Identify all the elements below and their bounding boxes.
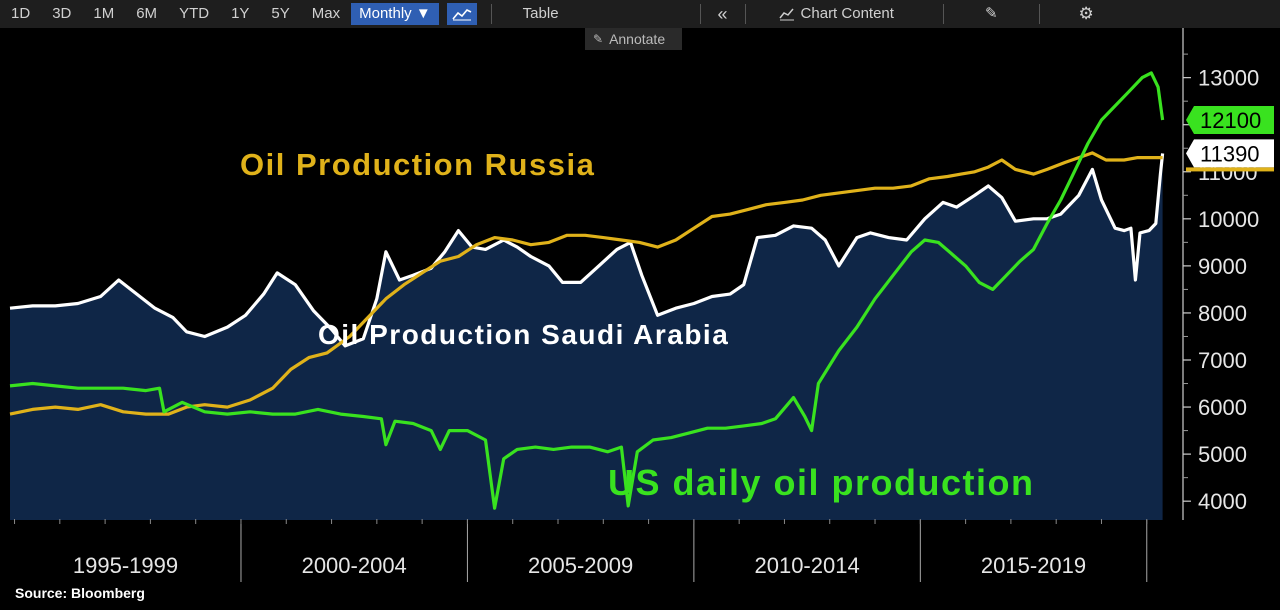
range-button-1d[interactable]: 1D (11, 5, 31, 22)
toolbar-divider (1038, 4, 1040, 24)
y-tick-label: 7000 (1198, 348, 1247, 373)
y-tick-label: 10000 (1198, 207, 1259, 232)
settings-gear-icon[interactable]: ⚙ (1078, 4, 1094, 23)
source-note: Source: Bloomberg (15, 585, 145, 601)
table-button[interactable]: Table (522, 5, 559, 22)
range-button-5y[interactable]: 5Y (271, 5, 290, 22)
collapse-icon[interactable]: « (717, 4, 728, 24)
line-chart-icon[interactable] (446, 3, 477, 25)
range-button-6m[interactable]: 6M (136, 5, 158, 22)
y-tick-label: 4000 (1198, 489, 1247, 514)
range-button-1m[interactable]: 1M (93, 5, 115, 22)
us-series-line (9, 71, 1165, 510)
toolbar-divider (744, 4, 746, 24)
annotate-button[interactable]: ✎ Annotate (585, 28, 682, 50)
range-button-ytd[interactable]: YTD (179, 5, 210, 22)
chart-content-button[interactable]: Chart Content (768, 0, 905, 28)
y-tick-label: 8000 (1198, 301, 1247, 326)
chart-content-icon (778, 8, 794, 21)
y-tick-label: 6000 (1198, 395, 1247, 420)
pencil-icon: ✎ (593, 32, 604, 46)
russia-last-value-marker (1186, 167, 1274, 172)
saudi-last-value-badge (1186, 139, 1274, 168)
range-button-group: 1D 3D 1M 6M YTD 1Y 5Y Max (0, 0, 351, 28)
us-last-value-badge (1186, 106, 1274, 134)
x-period-label: 1995-1999 (73, 553, 178, 578)
saudi-last-value-label: 11390 (1200, 141, 1260, 166)
range-button-max[interactable]: Max (311, 5, 341, 22)
toolbar-divider (490, 4, 492, 24)
saudi-series-annotation: Oil Production Saudi Arabia (318, 319, 729, 350)
frequency-dropdown[interactable]: Monthly ▼ (351, 3, 439, 25)
x-period-label: 2005-2009 (528, 553, 633, 578)
y-tick-label: 13000 (1198, 66, 1259, 91)
range-button-1y[interactable]: 1Y (231, 5, 250, 22)
chart-toolbar: 1D 3D 1M 6M YTD 1Y 5Y Max Monthly ▼ Table « Cha… (0, 0, 1280, 28)
us-series-annotation: US daily oil production (608, 462, 1035, 503)
x-period-label: 2000-2004 (302, 553, 407, 578)
y-tick-label: 5000 (1198, 442, 1247, 467)
toolbar-divider (699, 4, 701, 24)
saudi-area-fill (10, 153, 1163, 520)
edit-icon[interactable]: ✎ (984, 5, 998, 22)
y-tick-label: 9000 (1198, 254, 1247, 279)
toolbar-divider (942, 4, 944, 24)
chart-content-label: Chart Content (800, 5, 894, 22)
us-last-value-label: 12100 (1200, 108, 1261, 133)
range-button-3d[interactable]: 3D (52, 5, 72, 22)
annotate-label: Annotate (609, 31, 666, 47)
russia-series-line (9, 151, 1163, 416)
x-period-label: 2015-2019 (981, 553, 1086, 578)
x-period-label: 2010-2014 (754, 553, 859, 578)
russia-series-annotation: Oil Production Russia (240, 147, 595, 182)
